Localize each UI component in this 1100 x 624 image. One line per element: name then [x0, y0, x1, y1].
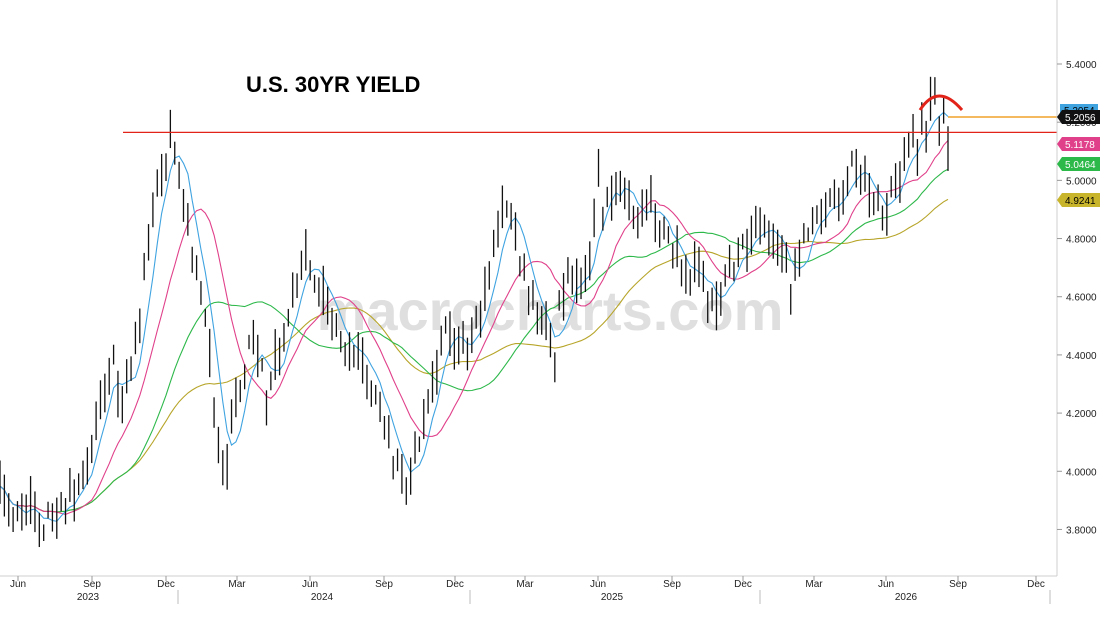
plot-layer — [0, 76, 1057, 548]
y-tick-label: 5.0000 — [1066, 176, 1097, 187]
x-tick-label: Jun — [10, 579, 26, 590]
x-tick-label: Sep — [375, 579, 393, 590]
x-tick-label: Sep — [663, 579, 681, 590]
x-tick-label: Mar — [805, 579, 823, 590]
x-axis: Jun Sep Dec Mar Jun Sep Dec Mar Jun Sep Dec Mar Jun S… — [10, 576, 1051, 604]
top-arc-annotation — [918, 94, 964, 111]
x-year-label: 2025 — [601, 592, 624, 603]
y-tick-label: 5.4000 — [1066, 60, 1097, 71]
y-tick-label: 4.2000 — [1066, 409, 1097, 420]
x-tick-label: Jun — [302, 579, 318, 590]
x-tick-label: Sep — [949, 579, 967, 590]
x-tick-label: Jun — [878, 579, 894, 590]
x-tick-label: Mar — [228, 579, 246, 590]
x-tick-label: Dec — [157, 579, 175, 590]
x-tick-label: Jun — [590, 579, 606, 590]
x-tick-label: Sep — [83, 579, 101, 590]
olive-ma-label: 4.9241 — [1065, 196, 1096, 207]
moving-average-olive — [0, 198, 949, 513]
magenta-ma-label-box — [1057, 137, 1100, 151]
x-tick-label: Mar — [516, 579, 534, 590]
x-year-label: 2023 — [77, 592, 100, 603]
x-tick-label: Dec — [446, 579, 464, 590]
y-tick-label: 3.8000 — [1066, 525, 1097, 536]
x-tick-label: Dec — [734, 579, 752, 590]
last-price-label-box — [1057, 110, 1100, 124]
moving-average-magenta — [0, 140, 949, 515]
magenta-ma-label: 5.1178 — [1065, 140, 1095, 151]
x-year-label: 2024 — [311, 592, 334, 603]
y-tick-label: 4.8000 — [1066, 235, 1097, 246]
y-tick-label: 4.6000 — [1066, 293, 1097, 304]
last-price-label: 5.2056 — [1065, 113, 1096, 124]
moving-average-green — [0, 168, 949, 513]
y-tick-label: 4.0000 — [1066, 467, 1097, 478]
green-ma-label: 5.0464 — [1065, 160, 1096, 171]
x-year-label: 2026 — [895, 592, 918, 603]
x-tick-label: Dec — [1027, 579, 1045, 590]
green-ma-label-box — [1057, 157, 1100, 171]
olive-ma-label-box — [1057, 193, 1100, 207]
y-tick-label: 4.4000 — [1066, 351, 1097, 362]
chart-title: U.S. 30YR YIELD — [246, 72, 420, 97]
moving-average-blue — [0, 111, 949, 522]
